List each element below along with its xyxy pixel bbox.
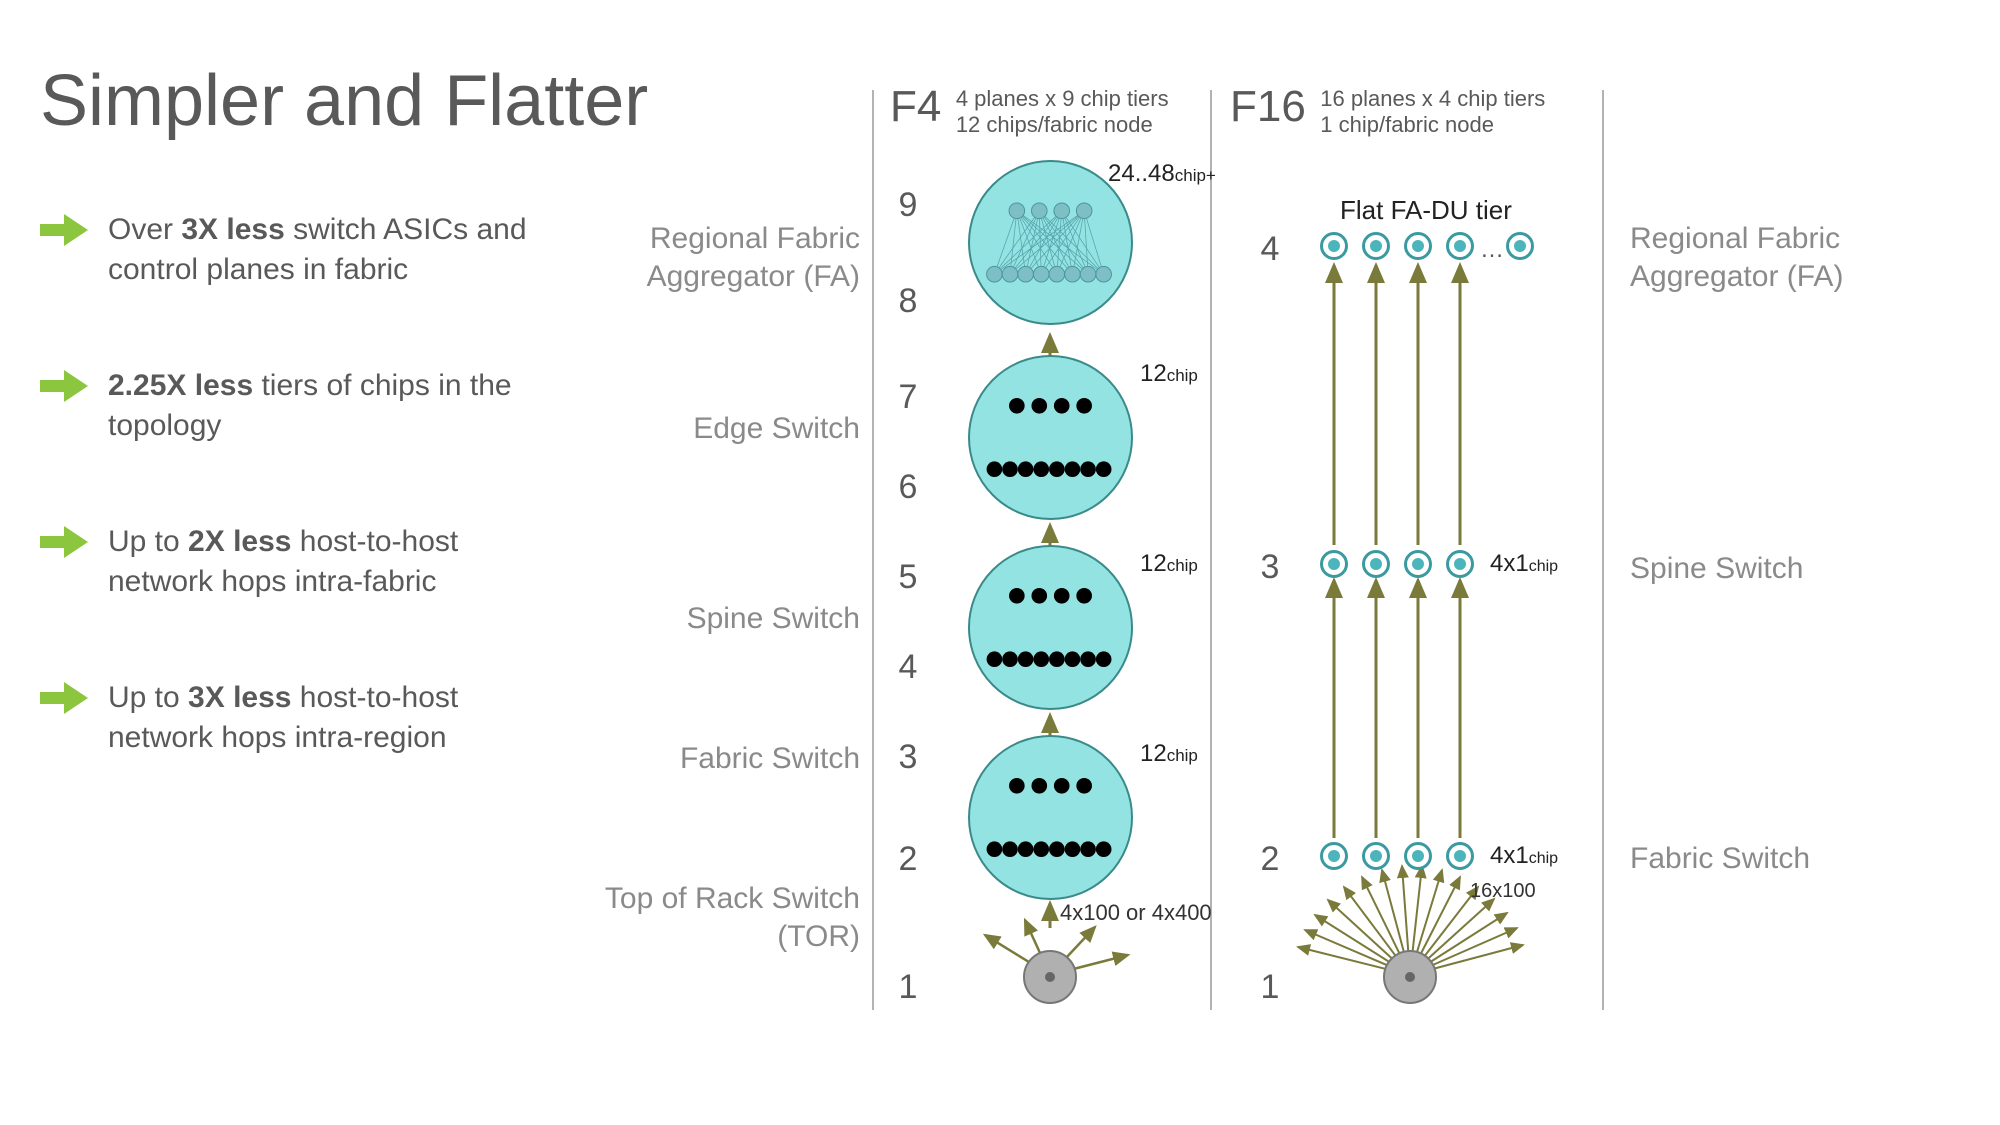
divider: [1210, 90, 1212, 1010]
f16-chip: [1320, 842, 1348, 870]
chip-label: 4x1chip: [1490, 550, 1558, 578]
f16-header: F16 16 planes x 4 chip tiers1 chip/fabri…: [1230, 82, 1545, 138]
tier-number: 3: [1250, 548, 1290, 587]
chip-label: 4x1chip: [1490, 842, 1558, 870]
f16-chip: [1446, 232, 1474, 260]
tor-node: [1023, 950, 1077, 1004]
arrow-icon: [40, 526, 88, 558]
chip-label: 12chip: [1140, 740, 1198, 768]
f16-link-label: 16x100: [1470, 880, 1536, 903]
f16-chip: [1404, 232, 1432, 260]
tier-number: 6: [888, 468, 928, 507]
bullet-text: Up to 2X less host-to-host network hops …: [108, 522, 560, 602]
f4-header: F4 4 planes x 9 chip tiers12 chips/fabri…: [890, 82, 1169, 138]
bullet-item: 2.25X less tiers of chips in the topolog…: [40, 366, 560, 446]
label-edge: Edge Switch: [520, 410, 860, 448]
f16-chip: [1404, 550, 1432, 578]
arrow-icon: [40, 682, 88, 714]
tier-number: 2: [1250, 840, 1290, 879]
f16-chip: [1446, 550, 1474, 578]
f16-links: [1300, 230, 1600, 1020]
divider: [1602, 90, 1604, 1010]
arrow-icon: [40, 370, 88, 402]
f16-chip: [1362, 842, 1390, 870]
f4-node: [968, 735, 1133, 900]
arrow-icon: [40, 214, 88, 246]
f16-chip: [1320, 550, 1348, 578]
f16-flat-title: Flat FA-DU tier: [1340, 195, 1512, 226]
bullet-item: Up to 2X less host-to-host network hops …: [40, 522, 560, 602]
tier-number: 4: [888, 648, 928, 687]
bullet-item: Up to 3X less host-to-host network hops …: [40, 678, 560, 758]
f16-chip: [1404, 842, 1432, 870]
f16-chip: [1446, 842, 1474, 870]
bullet-list: Over 3X less switch ASICs and control pl…: [40, 210, 560, 834]
f16-chip: [1506, 232, 1534, 260]
tier-number: 1: [1250, 968, 1290, 1007]
tier-number: 8: [888, 282, 928, 321]
tier-number: 3: [888, 738, 928, 777]
tier-number: 5: [888, 558, 928, 597]
label-tor: Top of Rack Switch (TOR): [520, 880, 860, 956]
slide-title: Simpler and Flatter: [40, 60, 648, 142]
label-fabric: Fabric Switch: [1630, 840, 1810, 878]
chip-label: 24..48chip+: [1108, 160, 1216, 188]
bullet-text: Up to 3X less host-to-host network hops …: [108, 678, 560, 758]
chip-label: 12chip: [1140, 360, 1198, 388]
tier-number: 9: [888, 186, 928, 225]
ellipsis: …: [1480, 236, 1504, 264]
label-fa: Regional Fabric Aggregator (FA): [1630, 220, 1970, 296]
bullet-item: Over 3X less switch ASICs and control pl…: [40, 210, 560, 290]
f4-node: [968, 355, 1133, 520]
tor-node: [1383, 950, 1437, 1004]
f4-node: [968, 545, 1133, 710]
tier-number: 4: [1250, 230, 1290, 269]
label-spine: Spine Switch: [1630, 550, 1803, 588]
chip-label: 12chip: [1140, 550, 1198, 578]
f16-chip: [1320, 232, 1348, 260]
f16-chip: [1362, 550, 1390, 578]
bullet-text: 2.25X less tiers of chips in the topolog…: [108, 366, 560, 446]
tier-number: 2: [888, 840, 928, 879]
f4-link-label: 4x100 or 4x400: [1060, 900, 1212, 926]
tier-number: 7: [888, 378, 928, 417]
label-fabric: Fabric Switch: [520, 740, 860, 778]
bullet-text: Over 3X less switch ASICs and control pl…: [108, 210, 560, 290]
label-fa: Regional Fabric Aggregator (FA): [520, 220, 860, 296]
tier-number: 1: [888, 968, 928, 1007]
divider: [872, 90, 874, 1010]
f16-chip: [1362, 232, 1390, 260]
label-spine: Spine Switch: [520, 600, 860, 638]
